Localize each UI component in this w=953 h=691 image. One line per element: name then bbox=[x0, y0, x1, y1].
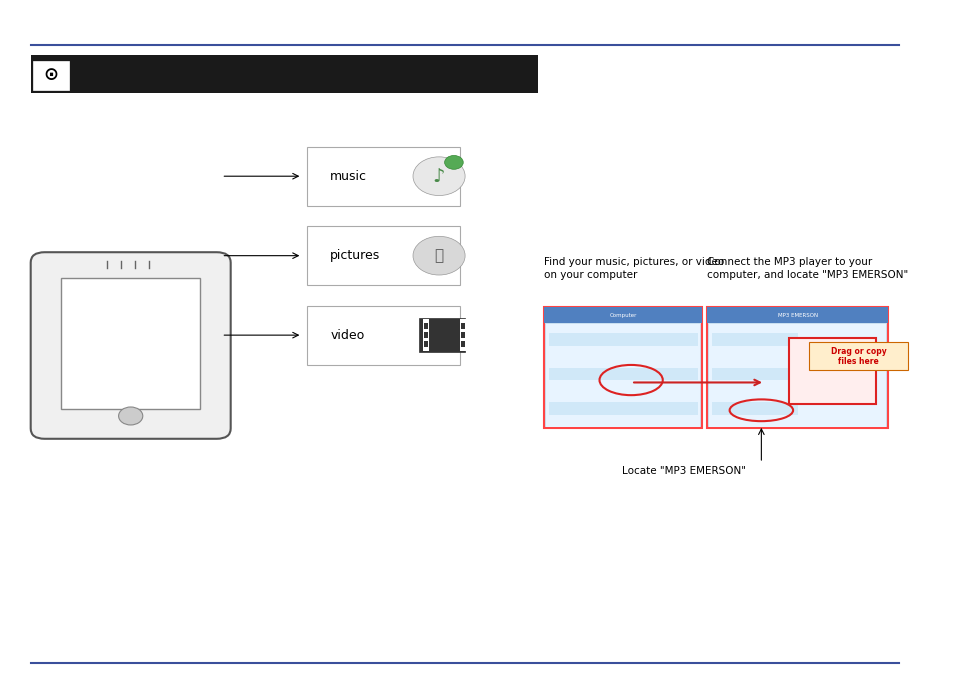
FancyBboxPatch shape bbox=[788, 338, 875, 404]
Circle shape bbox=[444, 155, 463, 169]
FancyBboxPatch shape bbox=[548, 333, 697, 346]
Text: video: video bbox=[330, 329, 364, 341]
Text: ⊙: ⊙ bbox=[44, 66, 59, 84]
FancyBboxPatch shape bbox=[711, 350, 797, 363]
Text: Drag or copy
files here: Drag or copy files here bbox=[830, 347, 885, 366]
FancyBboxPatch shape bbox=[307, 227, 460, 285]
FancyBboxPatch shape bbox=[423, 319, 428, 351]
Text: Computer: Computer bbox=[609, 312, 637, 318]
FancyBboxPatch shape bbox=[543, 307, 701, 428]
FancyBboxPatch shape bbox=[711, 368, 797, 380]
FancyBboxPatch shape bbox=[548, 368, 697, 380]
FancyBboxPatch shape bbox=[61, 278, 200, 409]
FancyBboxPatch shape bbox=[711, 333, 797, 346]
FancyBboxPatch shape bbox=[461, 341, 465, 347]
Text: Connect the MP3 player to your
computer, and locate "MP3 EMERSON": Connect the MP3 player to your computer,… bbox=[706, 256, 907, 280]
Text: pictures: pictures bbox=[330, 249, 380, 262]
FancyBboxPatch shape bbox=[706, 307, 887, 428]
Text: Find your music, pictures, or video
on your computer: Find your music, pictures, or video on y… bbox=[543, 256, 723, 280]
FancyBboxPatch shape bbox=[808, 342, 907, 370]
FancyBboxPatch shape bbox=[30, 55, 537, 93]
Text: MP3 EMERSON: MP3 EMERSON bbox=[777, 312, 817, 318]
FancyBboxPatch shape bbox=[711, 385, 797, 397]
FancyBboxPatch shape bbox=[461, 332, 465, 338]
FancyBboxPatch shape bbox=[706, 307, 887, 323]
FancyBboxPatch shape bbox=[424, 341, 428, 347]
Circle shape bbox=[118, 407, 143, 425]
FancyBboxPatch shape bbox=[418, 318, 465, 352]
Text: Locate "MP3 EMERSON": Locate "MP3 EMERSON" bbox=[621, 466, 745, 476]
FancyBboxPatch shape bbox=[708, 324, 885, 427]
FancyBboxPatch shape bbox=[545, 324, 700, 427]
Text: 📷: 📷 bbox=[434, 248, 443, 263]
FancyBboxPatch shape bbox=[548, 350, 697, 363]
Text: music: music bbox=[330, 170, 367, 182]
FancyBboxPatch shape bbox=[307, 305, 460, 365]
FancyBboxPatch shape bbox=[711, 402, 797, 415]
FancyBboxPatch shape bbox=[424, 323, 428, 329]
FancyBboxPatch shape bbox=[424, 332, 428, 338]
Text: ♪: ♪ bbox=[433, 167, 445, 186]
FancyBboxPatch shape bbox=[548, 385, 697, 397]
FancyBboxPatch shape bbox=[30, 252, 231, 439]
FancyBboxPatch shape bbox=[543, 307, 701, 323]
Circle shape bbox=[413, 157, 465, 196]
FancyBboxPatch shape bbox=[548, 402, 697, 415]
FancyBboxPatch shape bbox=[307, 147, 460, 206]
FancyBboxPatch shape bbox=[461, 323, 465, 329]
FancyBboxPatch shape bbox=[460, 319, 465, 351]
FancyBboxPatch shape bbox=[33, 61, 69, 90]
Circle shape bbox=[413, 236, 465, 275]
